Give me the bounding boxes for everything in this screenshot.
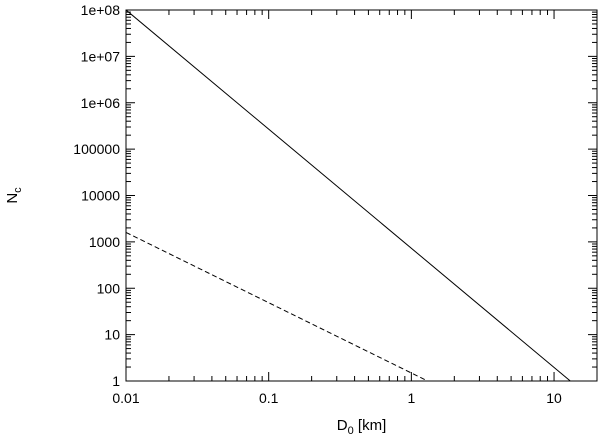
solid-series-line <box>125 9 571 382</box>
y-tick-label: 1e+08 <box>81 2 121 18</box>
x-axis-label-main: D <box>337 417 348 434</box>
ticks-layer: 0.01 0.1 1 10 1 10 100 1000 10000 100000 1e+06 1e+0… <box>73 2 598 406</box>
y-tick-label: 1 <box>112 373 120 389</box>
y-tick-label: 10000 <box>81 188 120 204</box>
series-layer <box>125 9 571 382</box>
plot-frame <box>125 9 598 382</box>
dashed-series-line <box>125 231 428 382</box>
y-tick-label: 1e+07 <box>81 48 121 64</box>
x-tick-label: 0.1 <box>259 390 279 406</box>
y-tick-label: 100 <box>97 280 121 296</box>
x-axis-label-sub: 0 <box>348 425 354 437</box>
x-tick-label: 10 <box>546 390 562 406</box>
y-axis-label-sub: c <box>12 187 24 193</box>
y-axis-label: Nc <box>4 187 24 204</box>
y-tick-label: 1000 <box>89 234 120 250</box>
x-axis-label-suffix: [km] <box>354 417 387 434</box>
x-tick-label: 1 <box>407 390 415 406</box>
x-axis-label: D0 [km] <box>337 417 386 437</box>
x-tick-label: 0.01 <box>112 390 139 406</box>
y-tick-label: 1e+06 <box>81 95 121 111</box>
y-tick-label: 10 <box>104 327 120 343</box>
y-axis-label-main: N <box>4 193 21 204</box>
y-tick-label: 100000 <box>73 141 120 157</box>
